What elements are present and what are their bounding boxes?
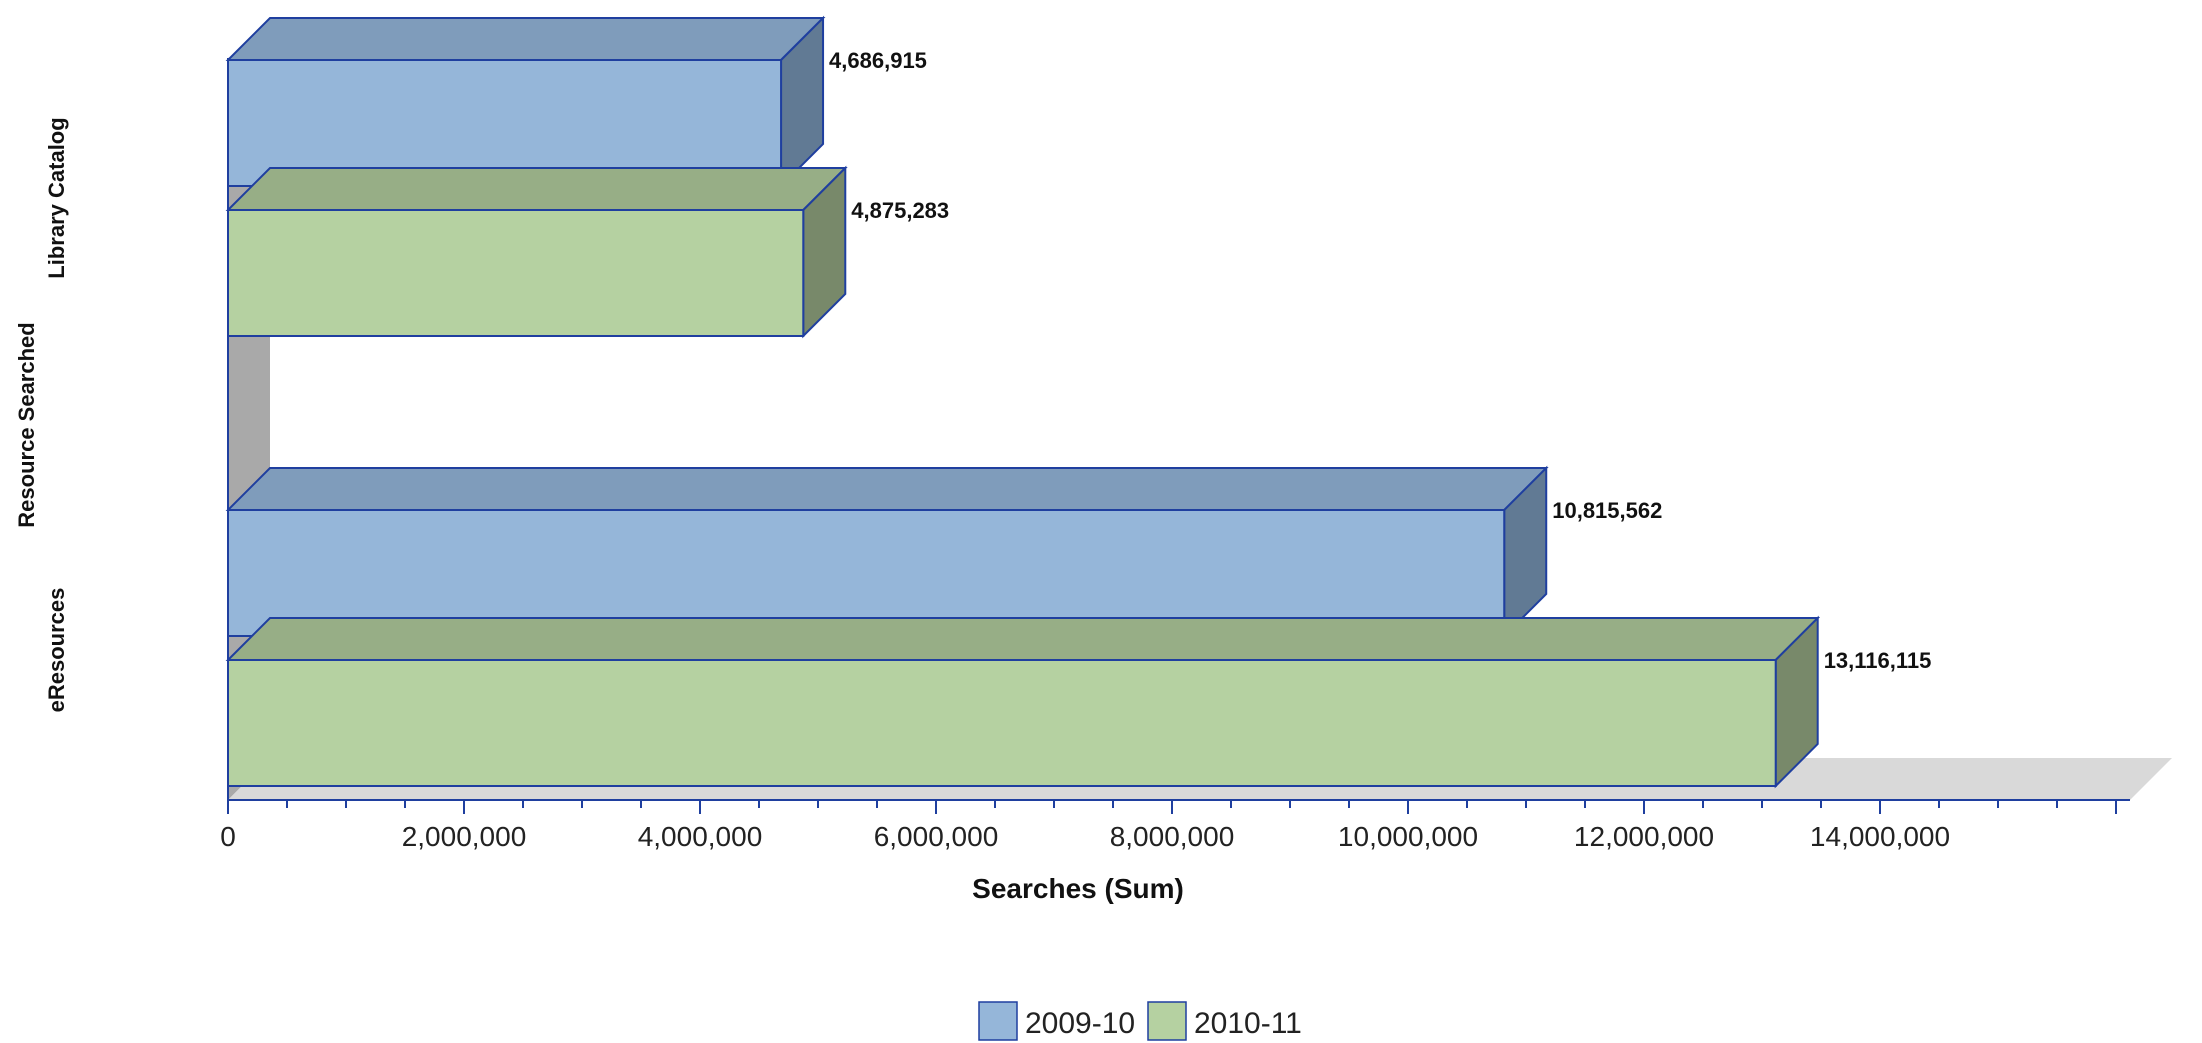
- legend-label-2010-11: 2010-11: [1194, 1007, 1302, 1040]
- value-labels: 4,686,915 4,875,283 10,815,562 13,116,115: [829, 48, 1931, 673]
- x-axis-title: Searches (Sum): [972, 873, 1184, 904]
- legend-label-2009-10: 2009-10: [1025, 1007, 1135, 1040]
- bar-top-face: [225, 17, 826, 61]
- bar-top-face: [225, 167, 848, 211]
- category-label: Library Catalog: [44, 117, 69, 278]
- bar-value-label: 13,116,115: [1824, 648, 1932, 673]
- x-tick-label: 14,000,000: [1810, 821, 1950, 852]
- x-tick-label: 2,000,000: [402, 821, 527, 852]
- bar-value-label: 10,815,562: [1552, 498, 1662, 523]
- x-tick-label: 12,000,000: [1574, 821, 1714, 852]
- bar-top-face: [225, 617, 1821, 661]
- x-axis-ticks: 0 2,000,000 4,000,000 6,000,000 8,000,000 10,…: [220, 800, 2117, 852]
- bar-front-face: [227, 209, 805, 337]
- x-tick-label: 10,000,000: [1338, 821, 1478, 852]
- x-tick-label: 0: [220, 821, 236, 852]
- bars: [225, 15, 1821, 789]
- bar-library-catalog-2010-11: [225, 165, 848, 339]
- bar-eresources-2009-10: [225, 465, 1549, 639]
- bar-top-face: [225, 467, 1549, 511]
- legend-swatch-2010-11: [1147, 1001, 1187, 1041]
- legend: 2009-10 2010-11: [978, 1001, 1302, 1041]
- bar-front-face: [227, 509, 1506, 637]
- bar-library-catalog-2009-10: [225, 15, 826, 189]
- bar-value-label: 4,875,283: [851, 198, 949, 223]
- category-labels: Library Catalog eResources: [44, 117, 69, 712]
- y-axis-title: Resource Searched: [14, 322, 39, 527]
- bar-eresources-2010-11: [225, 615, 1821, 789]
- x-tick-label: 4,000,000: [638, 821, 763, 852]
- category-label: eResources: [44, 588, 69, 713]
- bar-value-label: 4,686,915: [829, 48, 927, 73]
- legend-swatch-2009-10: [978, 1001, 1018, 1041]
- x-tick-label: 6,000,000: [874, 821, 999, 852]
- x-tick-label: 8,000,000: [1110, 821, 1235, 852]
- bar-front-face: [227, 659, 1777, 787]
- bar-front-face: [227, 59, 783, 187]
